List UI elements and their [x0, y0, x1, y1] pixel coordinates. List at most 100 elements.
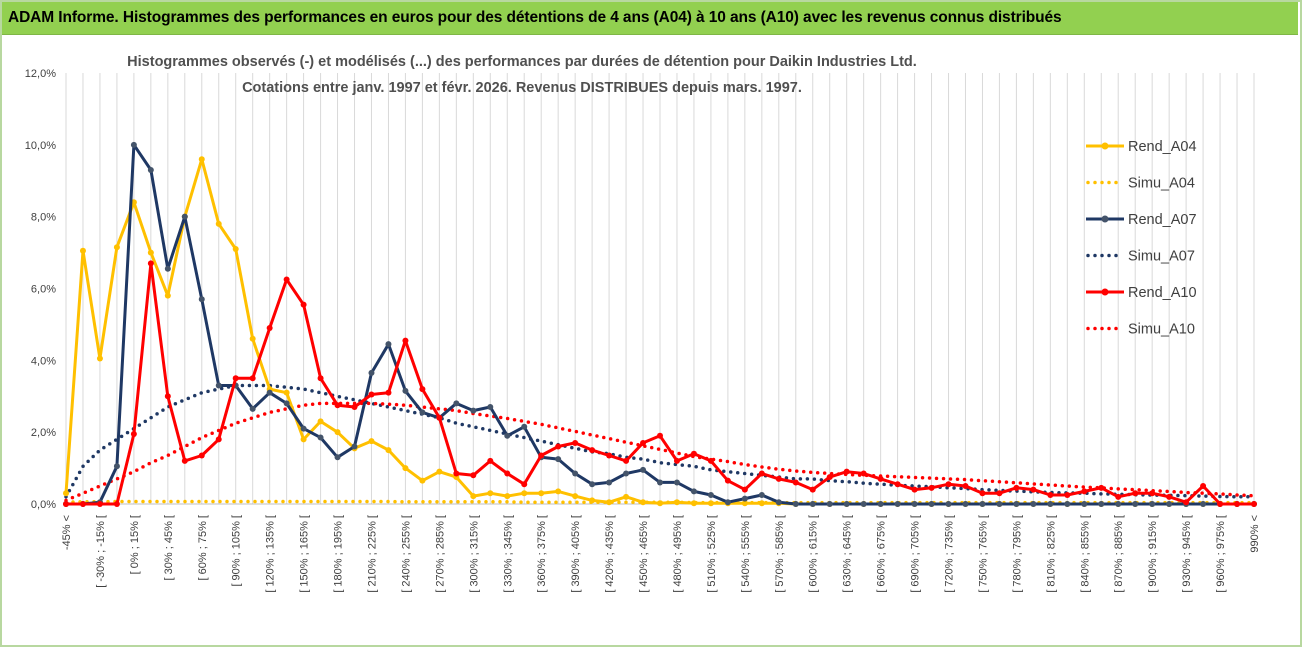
x-tick-label: [ 570% ; 585% [	[774, 515, 786, 593]
data-point	[181, 213, 188, 220]
data-point	[741, 486, 748, 493]
data-point	[894, 481, 901, 488]
data-point	[283, 400, 290, 407]
data-point	[317, 434, 324, 441]
data-point	[521, 423, 528, 430]
x-tick-label: [ 60% ; 75% [	[197, 515, 209, 580]
series-line	[64, 383, 1256, 499]
data-point	[572, 493, 579, 500]
data-point	[1064, 492, 1071, 499]
data-point	[640, 439, 647, 446]
data-point	[690, 450, 697, 457]
x-tick-label: [ 540% ; 555% [	[740, 515, 752, 593]
data-point	[1200, 483, 1207, 490]
x-tick-label: [ 120% ; 135% [	[265, 515, 277, 593]
data-point	[1081, 501, 1088, 507]
data-point	[640, 499, 647, 506]
x-tick-label: [ 270% ; 285% [	[434, 515, 446, 593]
series-Simu_A07	[64, 383, 1256, 499]
data-point	[555, 456, 562, 463]
data-point	[707, 457, 714, 464]
data-point	[198, 452, 205, 459]
data-point	[623, 470, 630, 477]
data-point	[215, 382, 222, 389]
data-point	[673, 499, 680, 506]
data-point	[96, 355, 103, 362]
data-point	[572, 470, 579, 477]
data-point	[877, 501, 884, 507]
data-point	[470, 493, 477, 500]
data-point	[368, 391, 375, 398]
data-point	[453, 470, 460, 477]
x-tick-label: [ 360% ; 375% [	[536, 515, 548, 593]
data-point	[1064, 501, 1071, 507]
data-point	[113, 501, 120, 507]
data-point	[1149, 490, 1156, 497]
data-point	[334, 454, 341, 461]
data-point	[860, 470, 867, 477]
data-point	[402, 387, 409, 394]
data-point	[1098, 501, 1105, 507]
data-point	[606, 452, 613, 459]
y-tick-label: 0,0%	[31, 499, 56, 511]
data-point	[385, 447, 392, 454]
x-tick-label: [ 240% ; 255% [	[400, 515, 412, 593]
data-point	[555, 488, 562, 495]
data-point	[334, 429, 341, 436]
series-Simu_A10	[64, 401, 1256, 503]
data-point	[198, 156, 205, 163]
x-tick-label: [ 720% ; 735% [	[944, 515, 956, 593]
data-point	[673, 457, 680, 464]
data-point	[504, 432, 511, 439]
data-point	[147, 260, 154, 267]
data-point	[402, 337, 409, 344]
data-point	[487, 490, 494, 497]
data-point	[589, 481, 596, 488]
data-point	[1200, 501, 1207, 507]
data-point	[436, 468, 443, 475]
x-tick-label: [ 660% ; 675% [	[876, 515, 888, 593]
data-point	[962, 501, 969, 507]
y-tick-label: 4,0%	[31, 355, 56, 367]
data-point	[690, 488, 697, 495]
data-point	[606, 479, 613, 486]
data-point	[623, 493, 630, 500]
x-tick-label: [ 750% ; 765% [	[977, 515, 989, 593]
legend-marker	[1101, 142, 1109, 150]
x-tick-label: -45% <	[61, 515, 73, 550]
data-point	[673, 479, 680, 486]
data-point	[555, 443, 562, 450]
series-layer	[63, 141, 1257, 507]
data-point	[1047, 492, 1054, 499]
x-tick-label: [ 840% ; 855% [	[1079, 515, 1091, 593]
x-tick-label: [ 930% ; 945% [	[1181, 515, 1193, 593]
data-point	[724, 477, 731, 484]
y-axis: 0,0% 2,0% 4,0% 6,0% 8,0% 10,0% 12,0%	[25, 68, 56, 511]
data-point	[843, 501, 850, 507]
data-point	[640, 466, 647, 473]
legend-marker	[1101, 288, 1109, 296]
y-tick-label: 8,0%	[31, 212, 56, 224]
data-point	[589, 447, 596, 454]
data-point	[1234, 501, 1241, 507]
data-point	[911, 501, 918, 507]
data-point	[945, 501, 952, 507]
data-point	[657, 500, 663, 507]
x-tick-label: [ 180% ; 195% [	[333, 515, 345, 593]
data-point	[147, 166, 154, 173]
data-point	[300, 436, 307, 443]
data-point	[775, 499, 782, 506]
x-tick-label: [ 960% ; 975% [	[1215, 515, 1227, 593]
data-point	[996, 490, 1003, 497]
data-point	[589, 497, 596, 504]
data-point	[1098, 484, 1105, 491]
data-point	[266, 389, 273, 396]
data-point	[572, 439, 579, 446]
data-point	[758, 492, 765, 499]
data-point	[283, 389, 290, 396]
legend-marker	[1101, 215, 1109, 223]
data-point	[130, 430, 137, 437]
data-point	[334, 402, 341, 409]
data-point	[283, 276, 290, 283]
